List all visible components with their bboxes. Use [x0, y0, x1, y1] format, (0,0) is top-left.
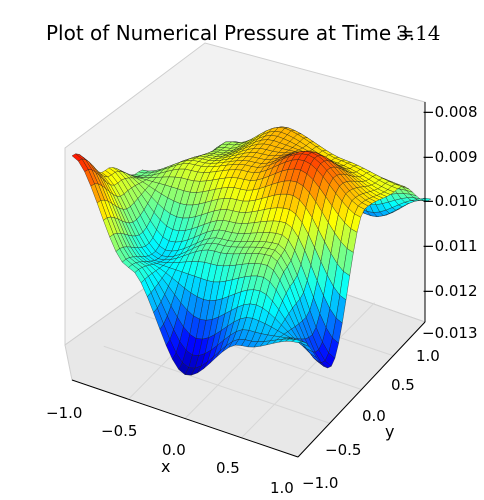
surface-patch [291, 339, 303, 343]
z-tick-label: −0.008 [422, 103, 478, 121]
z-axis-ticks: −0.008 −0.009 −0.010 −0.011 −0.012 −0.01… [422, 103, 478, 342]
y-tick-label: −0.5 [325, 441, 361, 459]
z-tick-label: −0.011 [422, 237, 478, 255]
floor-gridline [103, 345, 330, 424]
y-axis-line [297, 321, 426, 458]
x-axis-ticks: −1.0 −0.5 0.0 0.5 1.0 [46, 404, 294, 497]
y-axis-ticks: −1.0 −0.5 0.0 0.5 1.0 [302, 347, 440, 492]
x-tick-label: −1.0 [46, 404, 82, 422]
z-tick-label: −0.010 [422, 192, 478, 210]
x-tick-label: 1.0 [270, 479, 294, 497]
x-tick-label: −0.5 [101, 422, 137, 440]
title-time-value: 3.14 [396, 21, 441, 45]
floor-gridline [241, 302, 375, 439]
z-tick-label: −0.012 [422, 282, 478, 300]
title-text: Plot of Numerical Pressure at Time = [46, 21, 414, 45]
y-axis-label: y [385, 422, 394, 441]
y-tick-label: 0.5 [391, 376, 415, 394]
axis-lines [71, 102, 426, 458]
x-axis-label: x [161, 457, 170, 476]
z-tick-label: −0.013 [422, 324, 478, 342]
x-tick-label: 0.0 [162, 441, 186, 459]
x-tick-label: 0.5 [216, 459, 240, 477]
y-tick-label: 1.0 [416, 347, 440, 365]
y-tick-label: 0.0 [362, 407, 386, 425]
pressure-surface [71, 126, 432, 376]
chart-title: Plot of Numerical Pressure at Time = 3.1… [46, 21, 441, 45]
y-tick-label: −1.0 [302, 474, 338, 492]
x-axis-line [71, 379, 299, 458]
z-tick-label: −0.009 [422, 148, 478, 166]
